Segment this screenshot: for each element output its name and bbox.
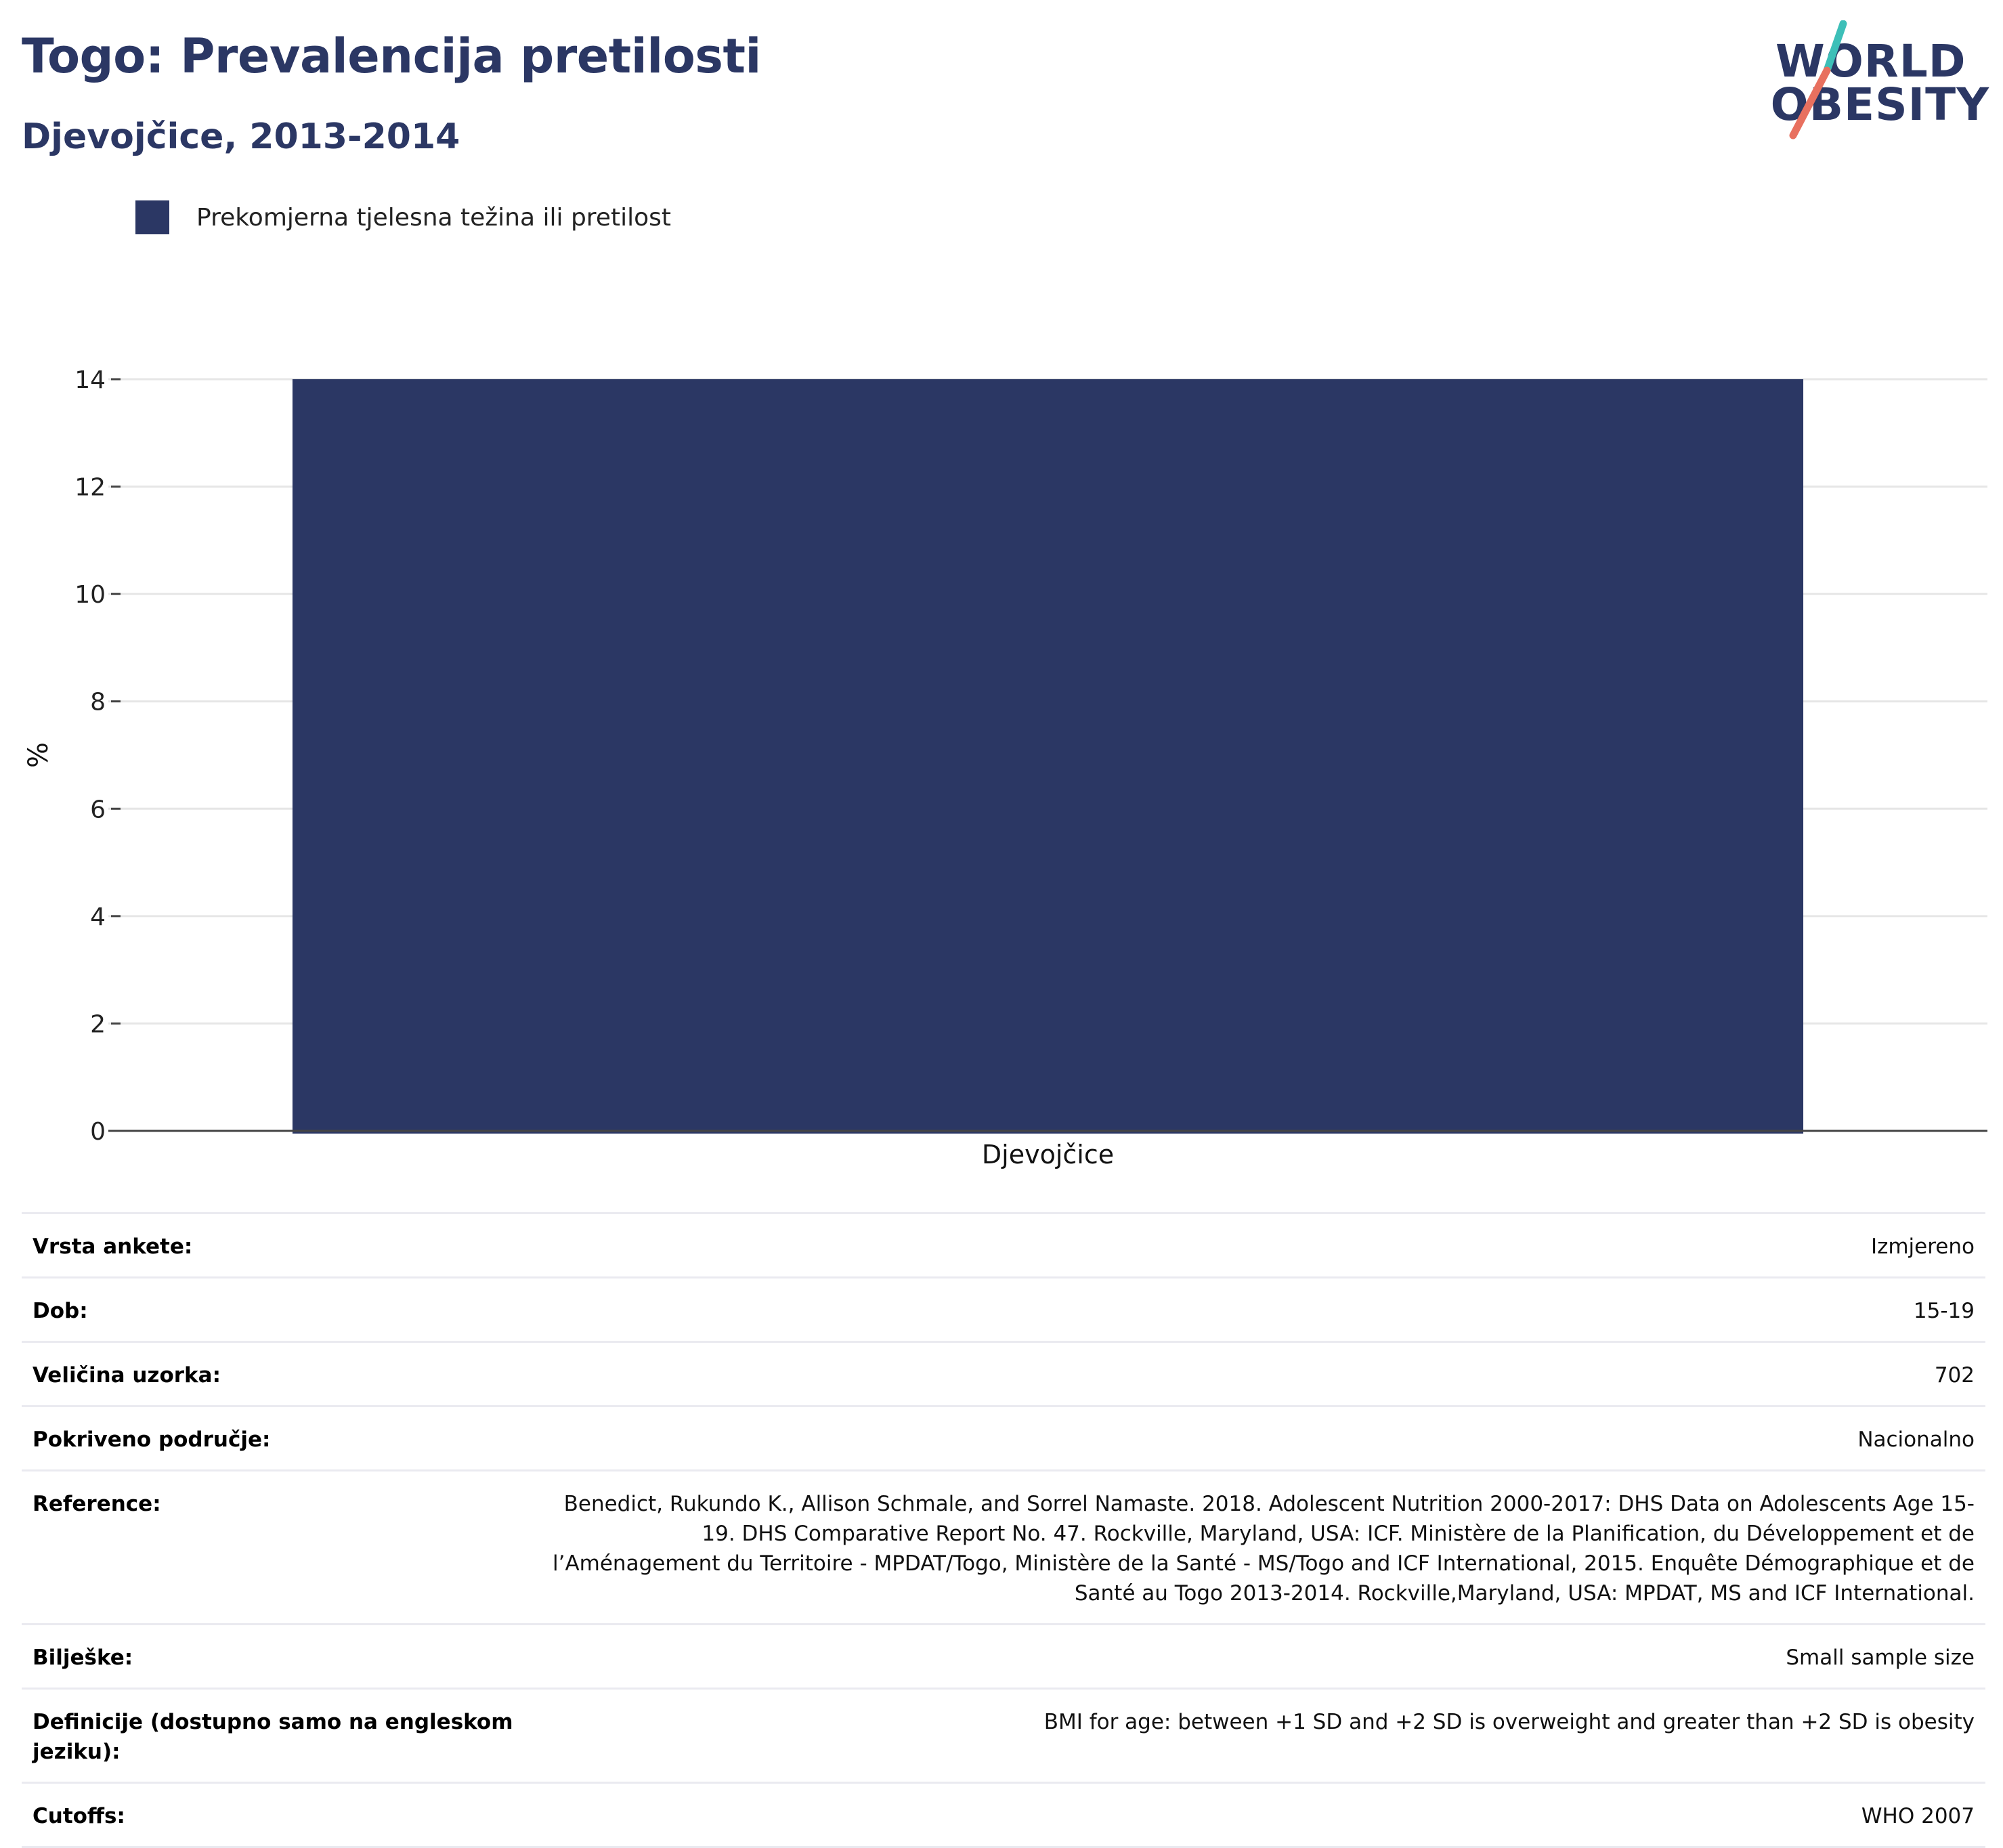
y-tick-label: 0 (90, 1118, 106, 1146)
page-subtitle: Djevojčice, 2013-2014 (22, 116, 460, 157)
info-value: Izmjereno (1870, 1234, 1975, 1259)
info-row: Definicije (dostupno samo na engleskom j… (22, 1688, 1985, 1782)
bar (292, 379, 1804, 1134)
info-label: Veličina uzorka: (33, 1363, 221, 1388)
info-value: Benedict, Rukundo K., Allison Schmale, a… (552, 1492, 1975, 1606)
y-tick-label: 6 (90, 796, 106, 823)
info-value: BMI for age: between +1 SD and +2 SD is … (1043, 1710, 1975, 1734)
info-row: Reference: Benedict, Rukundo K., Allison … (22, 1469, 1985, 1623)
chart-legend: Prekomjerna tjelesna težina ili pretilos… (135, 200, 671, 234)
legend-swatch (135, 200, 169, 234)
info-label: Vrsta ankete: (33, 1234, 193, 1259)
info-row: Veličina uzorka: 702 (22, 1341, 1985, 1405)
info-row: Pokriveno područje: Nacionalno (22, 1405, 1985, 1469)
info-value: 15-19 (1913, 1299, 1975, 1323)
info-value: Small sample size (1786, 1646, 1975, 1670)
survey-info-table: Vrsta ankete: Izmjereno Dob: 15-19 Veličina … (22, 1212, 1985, 1848)
info-label: Dob: (33, 1299, 88, 1323)
info-label: Definicije (dostupno samo na engleskom j… (33, 1710, 513, 1764)
y-axis-label: % (23, 742, 54, 768)
info-row: Bilješke: Small sample size (22, 1623, 1985, 1688)
info-label: Reference: (33, 1492, 161, 1516)
logo-line-1: WORLD (1775, 35, 1966, 87)
y-tick-label: 10 (74, 581, 106, 609)
info-label: Pokriveno područje: (33, 1427, 271, 1452)
y-tick-label: 14 (74, 366, 106, 394)
legend-label: Prekomjerna tjelesna težina ili pretilos… (196, 203, 671, 232)
info-row: Dob: 15-19 (22, 1276, 1985, 1341)
info-label: Cutoffs: (33, 1804, 125, 1828)
info-row: Cutoffs: WHO 2007 (22, 1782, 1985, 1848)
bar-chart: 0 2 4 6 8 10 12 14 Djevojčice% (23, 366, 1987, 1169)
x-category-label: Djevojčice (982, 1140, 1114, 1169)
page-title: Togo: Prevalencija pretilosti (22, 28, 761, 84)
y-tick-label: 2 (90, 1010, 106, 1038)
y-tick-label: 12 (74, 474, 106, 502)
info-value: 702 (1934, 1363, 1975, 1388)
world-obesity-logo: WORLD OBESITY (1771, 20, 1989, 142)
info-row: Vrsta ankete: Izmjereno (22, 1212, 1985, 1276)
logo-slash-icon (1789, 20, 1847, 139)
info-label: Bilješke: (33, 1646, 133, 1670)
info-value: WHO 2007 (1861, 1804, 1975, 1828)
y-tick-label: 4 (90, 903, 106, 931)
info-value: Nacionalno (1857, 1427, 1975, 1452)
y-tick-label: 8 (90, 689, 106, 716)
